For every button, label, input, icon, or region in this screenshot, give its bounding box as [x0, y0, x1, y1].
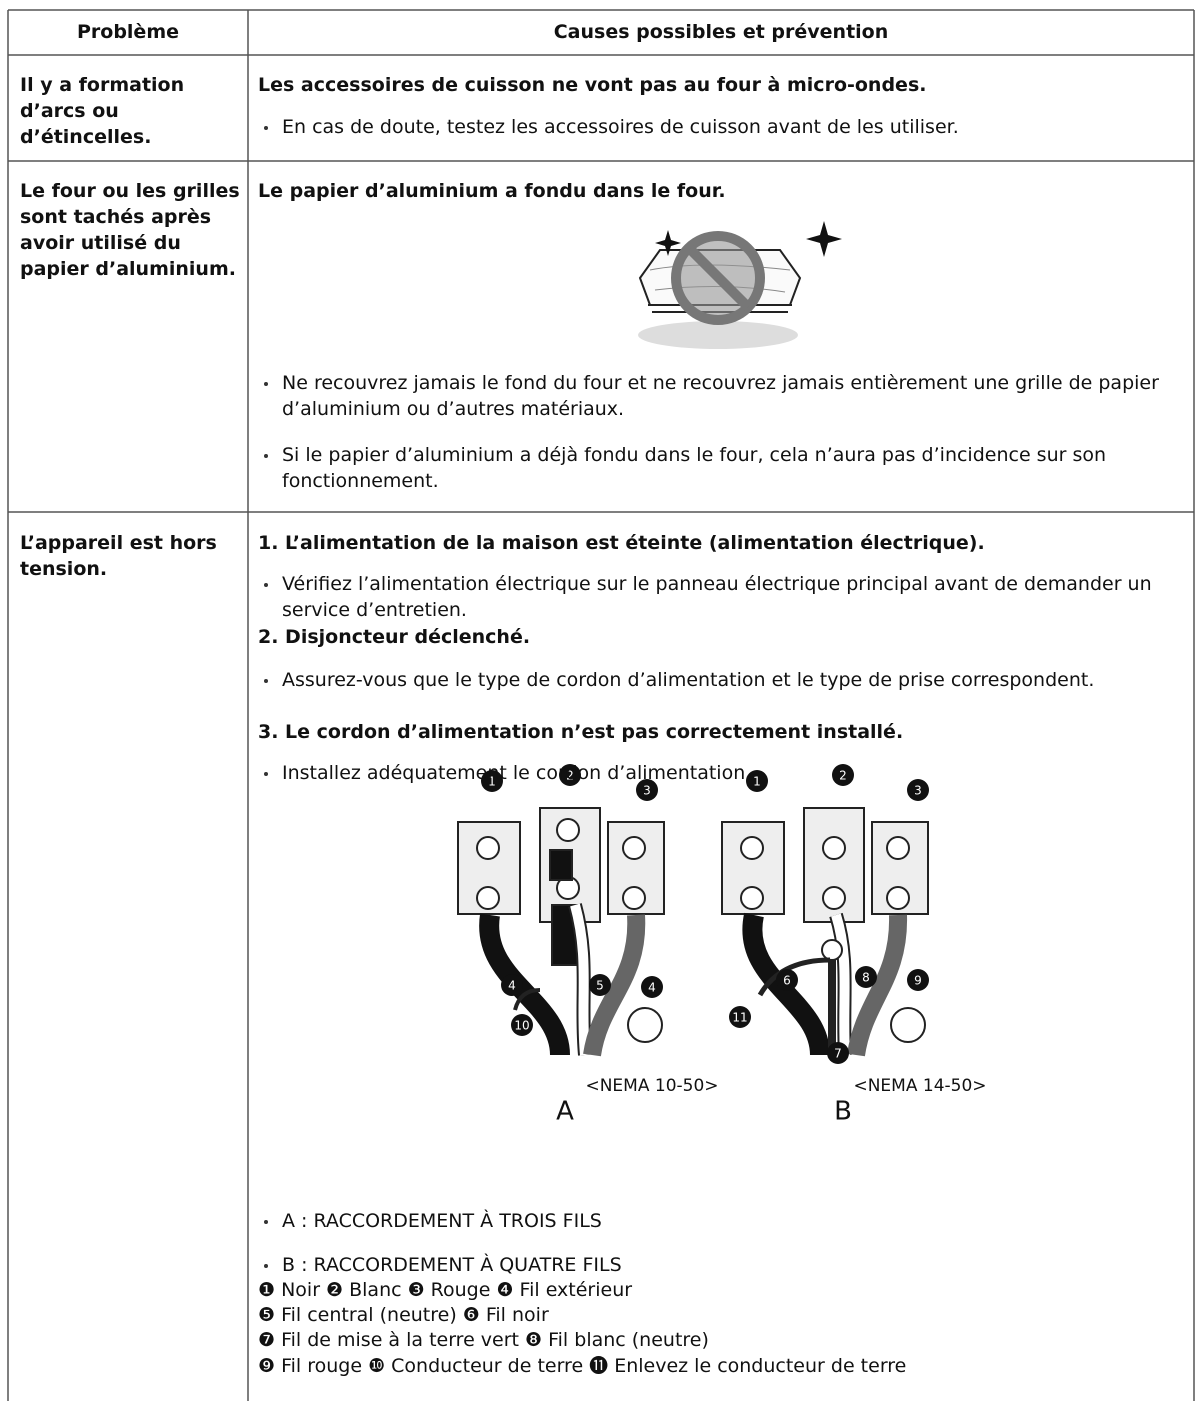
callout-circle: [832, 764, 854, 786]
callout-number: 5: [596, 979, 604, 993]
diagram-letter: B: [834, 1097, 852, 1127]
bullet: Installez adéquatement le cordon d’alime…: [258, 760, 1173, 786]
callout-circle: [511, 1014, 533, 1036]
callout-number: 1: [488, 775, 496, 789]
cause: 3. Le cordon d’alimentation n’est pas co…: [258, 721, 904, 743]
bullet: En cas de doute, testez les accessoires …: [258, 114, 1173, 140]
callout-circle: [589, 974, 611, 996]
bullet: B : RACCORDEMENT À QUATRE FILS: [258, 1252, 1173, 1278]
callout-number: 3: [914, 784, 922, 798]
bullet: A : RACCORDEMENT À TROIS FILS: [258, 1208, 1173, 1234]
callout-number: 3: [643, 784, 651, 798]
callout-number: 11: [732, 1011, 747, 1025]
callout-number: 1: [753, 775, 761, 789]
callout-circle: [636, 779, 658, 801]
bullet: Vérifiez l’alimentation électrique sur l…: [258, 571, 1173, 623]
callout-circle: [776, 969, 798, 991]
plug-label: <NEMA 10-50>: [585, 1076, 718, 1096]
callout-number: 4: [648, 981, 656, 995]
plug-label: <NEMA 14-50>: [853, 1076, 986, 1096]
wiring-diagram: [457, 807, 929, 1057]
callout-circle: [559, 764, 581, 786]
header-cell: Causes possibles et prévention: [553, 21, 889, 43]
foil-illustration: [638, 221, 842, 349]
callout-circle: [641, 976, 663, 998]
legend-line: ❾ Fil rouge ❿ Conducteur de terre ⓫ Enle…: [258, 1355, 907, 1377]
bullet: Ne recouvrez jamais le fond du four et n…: [258, 370, 1173, 422]
problem: Il y a formation d’arcs ou d’étincelles.: [20, 74, 185, 148]
cause: 1. L’alimentation de la maison est étein…: [258, 532, 985, 554]
problem: L’appareil est hors tension.: [20, 532, 217, 580]
callout-circle: [907, 969, 929, 991]
diagram-letter: A: [556, 1097, 574, 1127]
legend-line: ❼ Fil de mise à la terre vert ❽ Fil blan…: [258, 1329, 709, 1351]
bullet: Si le papier d’aluminium a déjà fondu da…: [258, 442, 1173, 494]
callouts: 1 2 3 4 10 5 4 1 2 3 11 6 8 7 9 <NEMA 10-50> A <NEMA 14-5…: [481, 764, 987, 1127]
callout-circle: [481, 770, 503, 792]
callout-number: 8: [862, 971, 870, 985]
callout-circle: [729, 1006, 751, 1028]
callout-number: 2: [566, 769, 574, 783]
callout-circle: [746, 770, 768, 792]
callout-number: 2: [839, 769, 847, 783]
cause: 2. Disjoncteur déclenché.: [258, 626, 531, 648]
bullet: Assurez-vous que le type de cordon d’ali…: [258, 667, 1173, 693]
table-borders: [7, 9, 1195, 1401]
problem: Le four ou les grilles sont tachés après…: [20, 180, 240, 280]
cause: Les accessoires de cuisson ne vont pas a…: [258, 74, 927, 96]
callout-number: 4: [508, 979, 516, 993]
header-cell: Problème: [76, 21, 180, 43]
cause: Le papier d’aluminium a fondu dans le fo…: [258, 180, 726, 202]
callout-number: 7: [834, 1047, 842, 1061]
legend-line: ❶ Noir ❷ Blanc ❸ Rouge ❹ Fil extérieur: [258, 1279, 633, 1301]
callout-circle: [855, 966, 877, 988]
callout-number: 6: [783, 974, 791, 988]
callout-circle: [907, 779, 929, 801]
legend-line: ❺ Fil central (neutre) ❻ Fil noir: [258, 1304, 549, 1326]
callout-number: 10: [514, 1019, 529, 1033]
callout-circle: [827, 1042, 849, 1064]
callout-number: 9: [914, 974, 922, 988]
callout-circle: [501, 974, 523, 996]
